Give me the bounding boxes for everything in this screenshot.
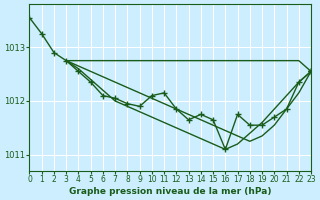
X-axis label: Graphe pression niveau de la mer (hPa): Graphe pression niveau de la mer (hPa) (69, 187, 271, 196)
